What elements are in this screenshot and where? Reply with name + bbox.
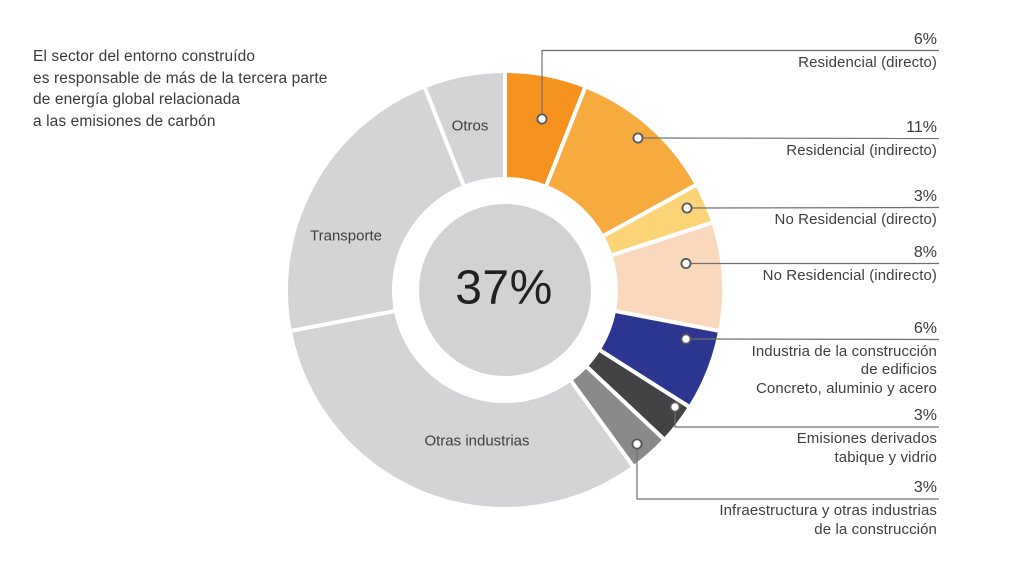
callout-value-4: 8% — [913, 243, 937, 261]
donut-center-value: 37% — [455, 261, 553, 315]
ring-label-transporte: Transporte — [310, 227, 382, 245]
callout-marker-6 — [669, 401, 681, 413]
callout-value-2: 11% — [906, 118, 937, 136]
callout-label-2-line-1: Residencial (indirecto) — [786, 141, 937, 159]
callout-line-5 — [685, 338, 940, 341]
callout-label-7-line-2: de la construcción — [814, 520, 937, 538]
donut-slice-8 — [287, 308, 636, 511]
callout-marker-1 — [536, 113, 548, 125]
intro-line-4: a las emisiones de carbón — [33, 112, 216, 130]
callout-marker-2 — [632, 132, 644, 144]
intro-text: El sector del entorno construído es respo… — [33, 46, 327, 132]
callout-label-6: Emisiones derivados tabique y vidrio — [797, 430, 937, 467]
callout-label-5-line-2: de edificios — [860, 361, 937, 378]
callout-label-1-line-1: Residencial (directo) — [798, 53, 937, 71]
callout-label-5: Industria de la construcción de edificios… — [752, 343, 937, 399]
donut-slice-10 — [422, 69, 507, 189]
callout-label-5-line-3: Concreto, aluminio y acero — [755, 379, 937, 397]
callout-line-2 — [637, 137, 940, 140]
callout-label-3-line-1: No Residencial (directo) — [774, 210, 937, 228]
callout-label-4-line-1: No Residencial (indirecto) — [762, 266, 937, 284]
callout-label-5-line-1: Industria de la construcción — [751, 342, 937, 360]
callout-value-7: 3% — [913, 479, 937, 496]
callout-line-7 — [636, 444, 939, 500]
callout-label-1: Residencial (directo) — [798, 54, 937, 73]
callout-value-3: 3% — [913, 187, 937, 205]
donut-slice-9 — [284, 84, 467, 334]
callout-line-6 — [674, 407, 939, 428]
callout-value-1: 6% — [913, 30, 937, 48]
callout-label-7-line-1: Infraestructura y otras industrias — [719, 502, 937, 519]
callout-marker-5 — [680, 333, 692, 345]
callout-label-4: No Residencial (indirecto) — [763, 267, 937, 286]
ring-label-otras-industrias: Otras industrias — [424, 432, 530, 450]
callout-value-5: 6% — [913, 319, 937, 337]
callout-label-6-line-2: tabique y vidrio — [834, 448, 937, 466]
donut-inner-circle — [419, 204, 591, 376]
callout-marker-4 — [680, 257, 692, 269]
callout-label-6-line-1: Emisiones derivados — [796, 430, 937, 447]
callout-label-7: Infraestructura y otras industrias de la … — [719, 502, 937, 539]
callout-label-2: Residencial (indirecto) — [786, 142, 937, 161]
intro-line-2: es responsable de más de la tercera part… — [33, 69, 328, 87]
callout-label-3: No Residencial (directo) — [775, 211, 937, 230]
callout-line-1 — [541, 49, 939, 119]
callout-line-3 — [686, 206, 940, 209]
callout-value-6: 3% — [913, 407, 937, 424]
intro-line-1: El sector del entorno construído — [33, 48, 256, 65]
callout-marker-7 — [631, 438, 643, 450]
intro-line-3: de energía global relacionada — [33, 91, 241, 108]
callout-marker-3 — [681, 202, 693, 214]
ring-label-otros: Otros — [451, 117, 489, 135]
